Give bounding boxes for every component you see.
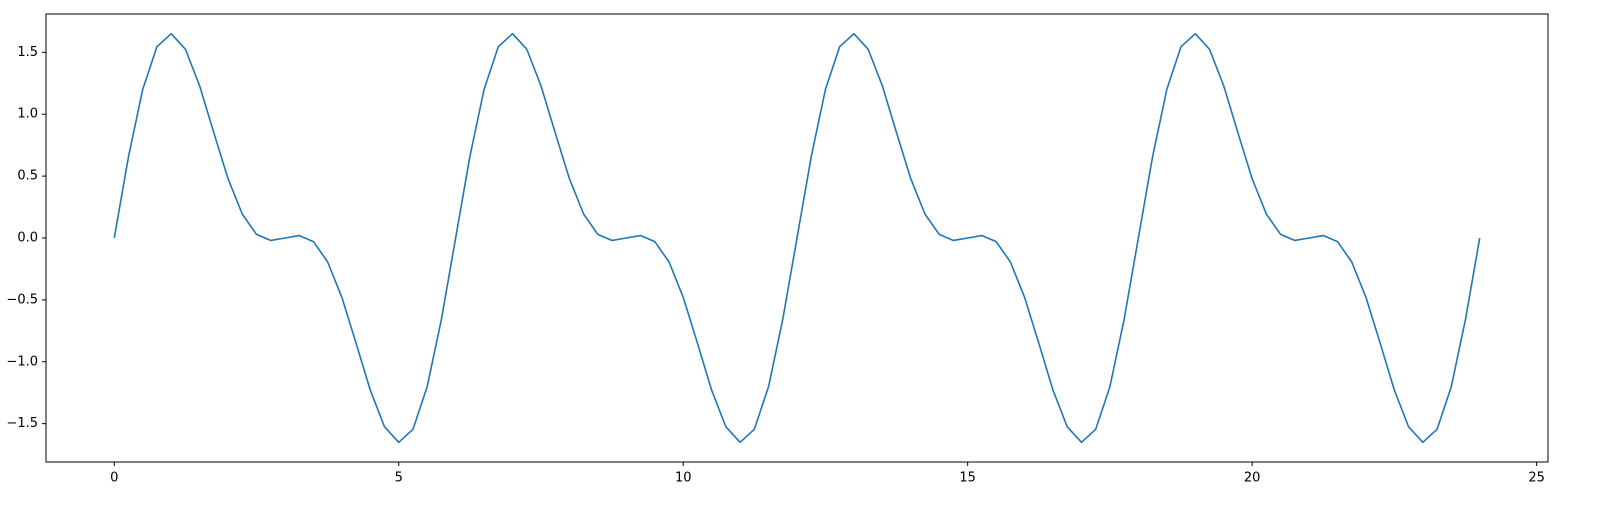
y-tick-label: 0.0 bbox=[17, 231, 38, 246]
x-tick-label: 25 bbox=[1528, 471, 1545, 486]
x-tick-label: 20 bbox=[1244, 471, 1261, 486]
x-tick-label: 5 bbox=[395, 471, 403, 486]
line-series bbox=[113, 32, 1481, 444]
x-tick-label: 0 bbox=[110, 471, 118, 486]
x-tick-label: 10 bbox=[675, 471, 692, 486]
x-tick-label: 15 bbox=[959, 471, 976, 486]
y-tick-label: −0.5 bbox=[6, 292, 38, 307]
y-tick-label: 0.5 bbox=[17, 169, 38, 184]
y-tick-label: −1.0 bbox=[6, 354, 38, 369]
y-tick-label: 1.0 bbox=[17, 107, 38, 122]
y-tick-label: 1.5 bbox=[17, 45, 38, 60]
y-tick-label: −1.5 bbox=[6, 416, 38, 431]
